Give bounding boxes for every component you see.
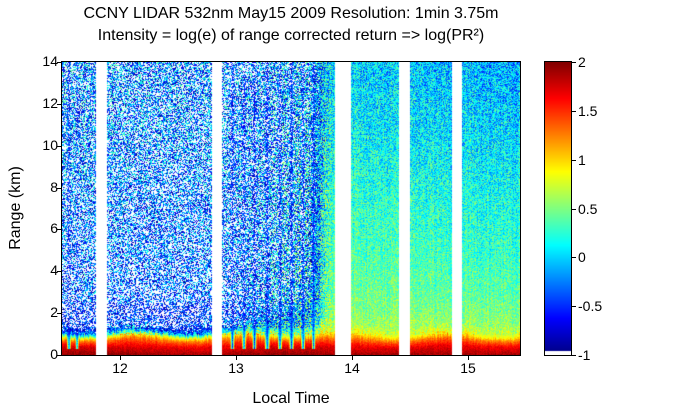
tick-mark <box>57 355 61 356</box>
tick-mark <box>57 313 61 314</box>
colorbar <box>544 61 572 356</box>
colorbar-tick-label: 0 <box>578 249 586 265</box>
tick-mark <box>57 271 61 272</box>
tick-mark <box>57 146 61 147</box>
x-tick-label: 13 <box>228 360 244 376</box>
colorbar-tick-label: 1 <box>578 152 586 168</box>
x-axis-label: Local Time <box>252 390 330 407</box>
tick-mark <box>57 188 61 189</box>
tick-mark <box>352 356 353 360</box>
tick-mark <box>120 356 121 360</box>
tick-mark <box>572 257 576 258</box>
y-tick-label: 4 <box>50 262 58 278</box>
y-axis-label: Range (km) <box>7 166 24 250</box>
tick-mark <box>57 229 61 230</box>
tick-mark <box>572 160 576 161</box>
colorbar-tick-label: 0.5 <box>578 201 598 217</box>
tick-mark <box>572 62 576 63</box>
chart-subtitle: Intensity = log(e) of range corrected re… <box>97 27 485 44</box>
colorbar-tick-label: 1.5 <box>578 103 598 119</box>
tick-mark <box>57 104 61 105</box>
tick-mark <box>57 62 61 63</box>
colorbar-canvas <box>545 62 571 355</box>
tick-mark <box>236 356 237 360</box>
x-tick-label: 14 <box>344 360 360 376</box>
x-tick-label: 12 <box>112 360 128 376</box>
y-tick-label: 0 <box>50 346 58 362</box>
colorbar-tick-label: 2 <box>578 54 586 70</box>
y-tick-label: 6 <box>50 220 58 236</box>
colorbar-tick-label: -1 <box>578 347 591 363</box>
chart-title: CCNY LIDAR 532nm May15 2009 Resolution: … <box>83 5 499 22</box>
y-tick-label: 2 <box>50 304 58 320</box>
y-tick-label: 12 <box>42 95 58 111</box>
tick-mark <box>468 356 469 360</box>
tick-mark <box>572 209 576 210</box>
y-tick-label: 14 <box>42 53 58 69</box>
plot-area <box>61 61 521 356</box>
tick-mark <box>572 306 576 307</box>
tick-mark <box>572 111 576 112</box>
y-tick-label: 10 <box>42 137 58 153</box>
heatmap-canvas <box>62 62 520 355</box>
tick-mark <box>572 355 576 356</box>
colorbar-tick-label: -0.5 <box>578 298 603 314</box>
y-tick-label: 8 <box>50 179 58 195</box>
x-tick-label: 15 <box>460 360 476 376</box>
